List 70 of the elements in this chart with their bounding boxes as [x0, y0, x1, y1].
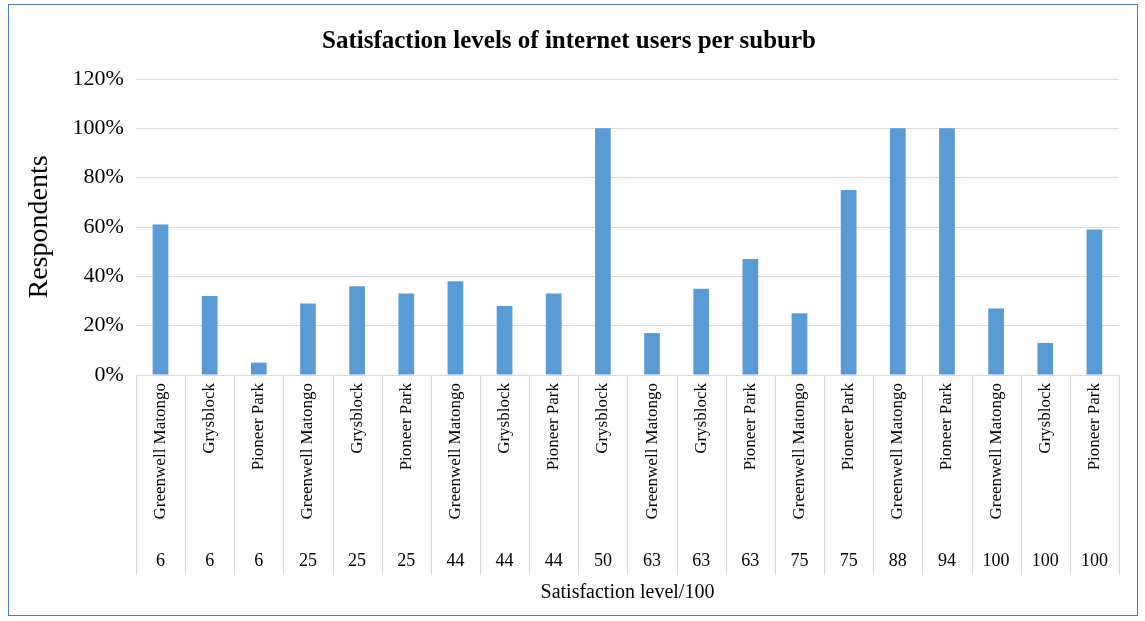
text: 44: [446, 549, 465, 570]
bar: [496, 305, 513, 375]
y-tick-label: 20%: [83, 311, 124, 337]
chart-title: Satisfaction levels of internet users per suburb: [322, 26, 816, 54]
x-tick-label: Grysblock: [592, 382, 612, 454]
text: 6: [205, 549, 215, 570]
bar: [545, 293, 562, 375]
y-axis-title: Respondents: [22, 155, 54, 299]
bar: [644, 333, 660, 375]
bar: [988, 308, 1004, 375]
text: 63: [692, 549, 711, 570]
x-tick-label: Pioneer Park: [395, 382, 415, 471]
x-tick-label: Greenwell Matongo: [297, 383, 317, 520]
x-tick-label: Pioneer Park: [838, 382, 858, 471]
bar: [742, 259, 759, 375]
text: 63: [741, 549, 760, 570]
bar: [201, 296, 218, 375]
bar: [840, 190, 857, 375]
x-tick-label: Greenwell Matongo: [788, 383, 808, 520]
bar: [693, 288, 710, 375]
bar: [398, 293, 415, 375]
bar: [152, 224, 169, 375]
x-tick-label: Greenwell Matongo: [641, 383, 661, 520]
text: 100: [982, 549, 1010, 570]
text: 75: [839, 549, 858, 570]
text: 100: [1031, 549, 1059, 570]
bar: [1037, 342, 1054, 375]
bar: [889, 128, 906, 375]
text: 88: [888, 549, 907, 570]
bar: [939, 128, 955, 375]
bar: [250, 362, 267, 375]
text: 25: [348, 549, 367, 570]
x-tick-label: Greenwell Matongo: [149, 383, 169, 520]
x-tick-label: Pioneer Park: [543, 382, 563, 471]
x-tick-label: Greenwell Matongo: [444, 383, 464, 520]
bar: [300, 303, 316, 375]
x-tick-label: Pioneer Park: [1083, 382, 1103, 471]
text: 6: [254, 549, 264, 570]
text: 75: [790, 549, 809, 570]
x-tick-label: Pioneer Park: [248, 382, 268, 471]
bar: [1086, 229, 1103, 375]
y-tick-label: 80%: [83, 163, 124, 189]
text: 6: [156, 549, 165, 570]
x-tick-label: Greenwell Matongo: [887, 383, 907, 520]
bar: [447, 281, 464, 375]
text: 44: [544, 549, 563, 570]
text: 44: [495, 549, 514, 570]
text: 94: [937, 549, 956, 570]
text: 25: [397, 549, 416, 570]
text: 100: [1080, 549, 1108, 570]
x-tick-label: Grysblock: [690, 382, 710, 454]
x-tick-label: Grysblock: [199, 382, 219, 454]
x-tick-label: Greenwell Matongo: [985, 383, 1005, 520]
x-axis-title: Satisfaction level/100: [540, 580, 715, 603]
y-tick-label: 0%: [94, 360, 124, 386]
y-tick-label: 100%: [72, 114, 124, 140]
text: 25: [298, 549, 317, 570]
x-tick-label: Pioneer Park: [936, 382, 956, 471]
bar: [595, 128, 611, 375]
x-tick-label: Grysblock: [346, 382, 366, 454]
bar: [791, 313, 808, 375]
y-tick-label: 40%: [83, 262, 124, 288]
text: 50: [593, 549, 612, 570]
x-tick-label: Grysblock: [494, 382, 514, 454]
y-tick-label: 120%: [72, 64, 124, 90]
bar: [349, 286, 365, 375]
x-tick-label: Grysblock: [1034, 382, 1054, 454]
text: 63: [643, 549, 662, 570]
x-tick-label: Pioneer Park: [739, 382, 759, 471]
y-tick-label: 60%: [83, 212, 124, 238]
